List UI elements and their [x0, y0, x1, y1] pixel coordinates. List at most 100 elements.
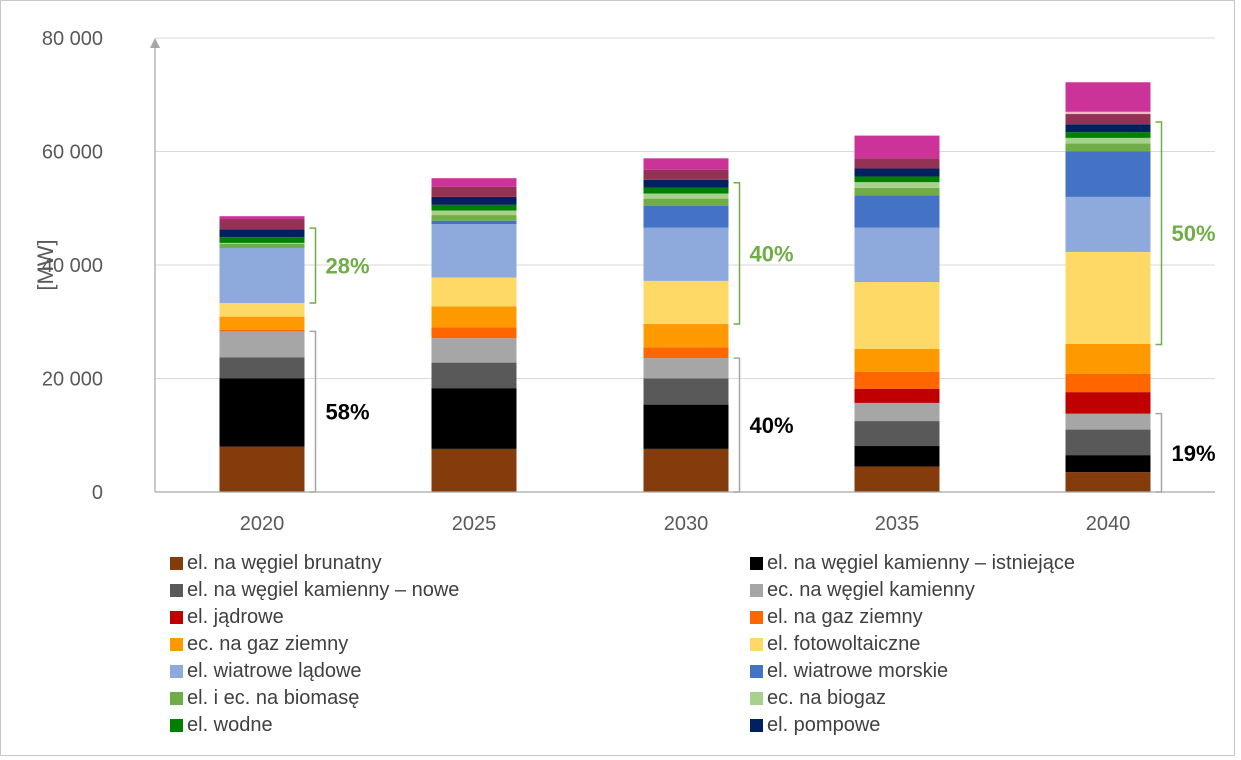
bar-segment [643, 179, 729, 188]
bar-segment [431, 224, 517, 278]
bar-segment [854, 176, 940, 183]
bar-segment [854, 187, 940, 196]
bar-segment [643, 378, 729, 405]
bar-segment [643, 448, 729, 492]
bar-segment [854, 158, 940, 169]
bar-segment [431, 362, 517, 389]
bar-segment [219, 229, 305, 238]
bar-segment [854, 446, 940, 467]
bar-segment [1065, 373, 1151, 393]
share-label: 58% [326, 400, 370, 425]
bar-segment [643, 227, 729, 281]
bar-segment [1065, 392, 1151, 414]
bar-segment [854, 135, 940, 159]
y-tick-label: 80 000 [42, 28, 103, 50]
bar-segment [854, 227, 940, 283]
bar-segment [219, 316, 305, 330]
bar-segment [431, 338, 517, 363]
share-label: 40% [750, 241, 794, 266]
bar-segment [854, 388, 940, 403]
bar-segment [431, 178, 517, 187]
x-tick-label: 2030 [664, 513, 709, 535]
bar-segment [219, 331, 305, 358]
bar-segment [854, 466, 940, 492]
bar-segment [854, 371, 940, 389]
bar-segment [219, 303, 305, 317]
axes: 0 20 000 40 000 60 000 80 000 [MW] 2020 2025 203… [33, 28, 1215, 535]
y-tick-label: 20 000 [42, 369, 103, 391]
share-bracket [1155, 121, 1163, 346]
bar-segment [431, 277, 517, 307]
bar-segment [431, 186, 517, 197]
bar-segment [219, 329, 305, 332]
bar-segment [1065, 455, 1151, 473]
bar-segment [1065, 196, 1151, 252]
bar-segment [1065, 429, 1151, 456]
bar-segment [219, 244, 305, 248]
x-tick-label: 2025 [452, 513, 497, 535]
bar-segment [1065, 143, 1151, 152]
share-label: 50% [1172, 221, 1216, 246]
bar-segment [854, 402, 940, 422]
bar-segment [1065, 472, 1151, 492]
bar-segment [431, 448, 517, 492]
bar-segment [854, 421, 940, 447]
bar-segment [643, 347, 729, 359]
bar-segment [854, 195, 940, 228]
y-axis-arrow [150, 38, 160, 48]
bar-segment [643, 169, 729, 180]
bars [219, 82, 1151, 492]
share-bracket [309, 227, 317, 304]
bar-segment [1065, 413, 1151, 430]
bar-segment [431, 215, 517, 221]
bar-segment [1065, 124, 1151, 133]
bar-segment [643, 324, 729, 348]
x-tick-label: 2020 [240, 513, 285, 535]
bar-segment [431, 204, 517, 211]
bar-segment [1065, 137, 1151, 144]
bar-segment [854, 348, 940, 372]
bar-segment [643, 205, 729, 228]
y-tick-label: 60 000 [42, 142, 103, 164]
bar-segment [643, 193, 729, 199]
y-tick-label: 0 [92, 482, 103, 504]
bar-segment [854, 168, 940, 177]
bar-segment [854, 182, 940, 188]
bar-segment [219, 219, 305, 230]
share-label: 40% [750, 413, 794, 438]
share-bracket [309, 330, 317, 493]
bar-segment [431, 388, 517, 449]
bar-segment [431, 196, 517, 205]
bar-segment [219, 242, 305, 245]
bar-segment [1065, 111, 1151, 115]
share-bracket [1155, 412, 1163, 493]
x-tick-label: 2035 [875, 513, 920, 535]
bar-segment [219, 237, 305, 243]
bar-segment [431, 220, 517, 225]
bar-segment [219, 247, 305, 304]
bar-segment [1065, 82, 1151, 112]
bar-segment [643, 358, 729, 379]
bar-segment [1065, 114, 1151, 125]
bar-segment [219, 357, 305, 379]
bar-segment [854, 282, 940, 349]
y-tick-label: 40 000 [42, 255, 103, 277]
y-axis-label: [MW] [33, 239, 58, 290]
share-annotations: 58% 28% 40% 40% 19% 50% [309, 121, 1216, 493]
bar-segment [431, 306, 517, 328]
bar-segment [431, 210, 517, 216]
bar-segment [219, 446, 305, 492]
bar-segment [1065, 251, 1151, 344]
bar-segment [219, 378, 305, 447]
bar-segment [643, 198, 729, 206]
bar-segment [643, 187, 729, 194]
x-tick-label: 2040 [1086, 513, 1131, 535]
bar-segment [1065, 132, 1151, 138]
share-label: 19% [1172, 441, 1216, 466]
bar-segment [431, 327, 517, 339]
bar-segment [643, 280, 729, 325]
bar-segment [219, 216, 305, 220]
bar-segment [1065, 343, 1151, 374]
